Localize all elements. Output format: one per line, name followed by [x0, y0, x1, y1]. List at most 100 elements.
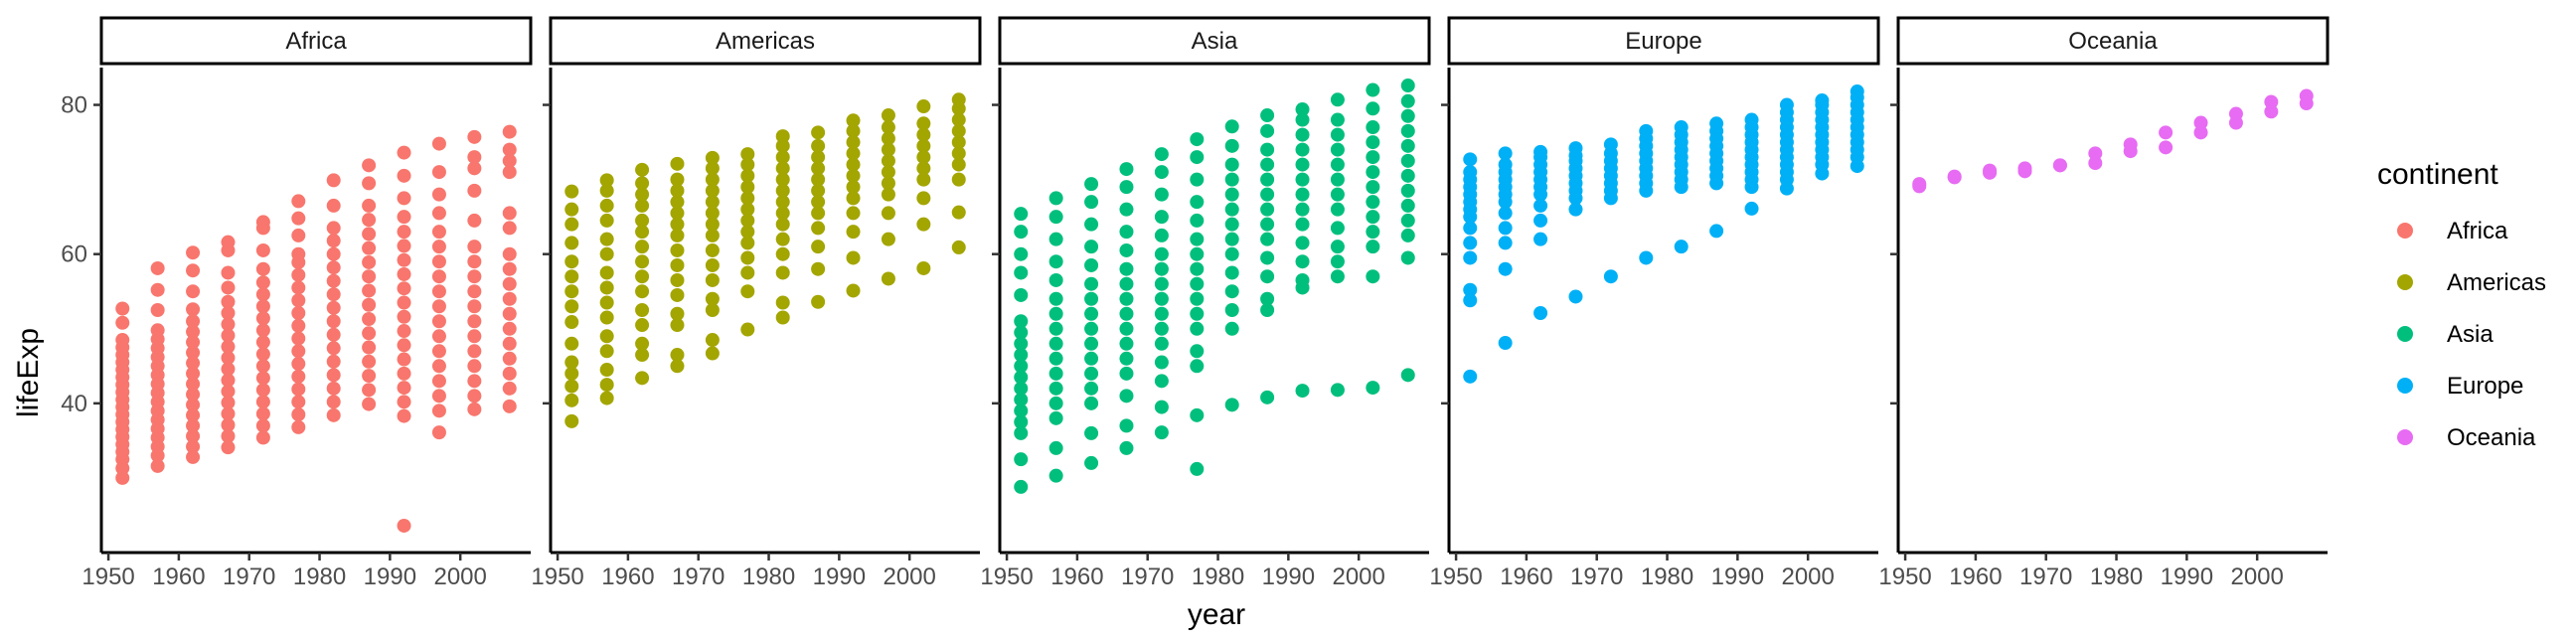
data-point [811, 294, 826, 309]
data-point [431, 344, 446, 359]
data-point [1400, 168, 1415, 183]
legend-label: Africa [2447, 218, 2508, 244]
data-point [951, 135, 966, 150]
data-point [431, 403, 446, 418]
data-point [1533, 232, 1548, 246]
data-point [467, 402, 482, 416]
data-point [186, 428, 201, 443]
data-point [635, 284, 650, 299]
data-point [846, 157, 861, 172]
data-point [1815, 93, 1830, 108]
data-point [221, 373, 236, 388]
data-point [397, 145, 411, 160]
data-point [1295, 102, 1310, 117]
data-point [564, 413, 579, 428]
data-point [1498, 221, 1513, 236]
data-point [362, 283, 377, 298]
data-point [1330, 240, 1345, 254]
data-point [740, 236, 755, 250]
data-point [115, 301, 130, 316]
data-point [362, 312, 377, 327]
data-point [467, 374, 482, 389]
strip-label: Asia [1192, 28, 1238, 55]
strip-label: Africa [285, 28, 347, 55]
data-point [564, 236, 579, 250]
data-point [397, 191, 411, 206]
data-point [467, 213, 482, 228]
data-point [635, 240, 650, 254]
data-point [502, 306, 517, 321]
data-point [467, 359, 482, 374]
data-point [186, 284, 201, 299]
data-point [1048, 336, 1063, 351]
data-point [397, 395, 411, 409]
data-point [1154, 374, 1169, 389]
data-point [2052, 158, 2067, 173]
data-point [221, 396, 236, 410]
data-point [2193, 125, 2208, 140]
data-point [431, 374, 446, 389]
data-point [1295, 384, 1310, 399]
data-point [1048, 351, 1063, 366]
data-point [846, 191, 861, 206]
data-point [670, 172, 685, 187]
data-point [705, 346, 720, 361]
data-point [1463, 282, 1478, 297]
data-point [1744, 112, 1759, 127]
data-point [255, 215, 270, 230]
strip-africa [99, 16, 533, 66]
data-point [467, 389, 482, 403]
data-point [775, 172, 790, 187]
data-point [1224, 284, 1239, 299]
data-point [881, 206, 895, 221]
data-point [740, 202, 755, 217]
data-point [1779, 97, 1794, 112]
data-point [1330, 142, 1345, 157]
data-point [775, 138, 790, 153]
legend-key [2397, 429, 2413, 445]
data-point [1947, 169, 1962, 184]
data-point [502, 351, 517, 366]
data-point [1366, 82, 1380, 97]
x-tick-label: 2000 [883, 564, 935, 590]
data-point [564, 202, 579, 217]
data-point [775, 246, 790, 261]
data-point [1224, 321, 1239, 336]
data-point [1014, 452, 1029, 467]
points-americas [564, 92, 966, 428]
data-point [670, 306, 685, 321]
data-point [431, 389, 446, 403]
data-point [635, 198, 650, 213]
data-point [1674, 240, 1689, 254]
data-point [1224, 202, 1239, 217]
data-point [115, 333, 130, 348]
data-point [1190, 213, 1205, 228]
data-point [1400, 183, 1415, 198]
data-point [1014, 414, 1029, 429]
data-point [564, 254, 579, 269]
data-point [1014, 359, 1029, 374]
data-point [255, 287, 270, 302]
data-point [362, 297, 377, 312]
data-point [326, 287, 341, 302]
data-point [431, 284, 446, 299]
data-point [326, 395, 341, 409]
data-point [186, 356, 201, 371]
data-point [1154, 336, 1169, 351]
data-point [705, 206, 720, 221]
data-point [362, 198, 377, 213]
data-point [881, 187, 895, 202]
data-point [2264, 104, 2279, 119]
data-point [1154, 276, 1169, 291]
data-point [1014, 314, 1029, 329]
data-point [670, 348, 685, 363]
data-point [221, 428, 236, 443]
data-point [1154, 306, 1169, 321]
data-point [2123, 137, 2138, 152]
data-point [1119, 389, 1134, 403]
data-point [1014, 370, 1029, 385]
data-point [881, 120, 895, 135]
data-point [221, 294, 236, 309]
data-point [1119, 225, 1134, 240]
data-point [502, 381, 517, 396]
